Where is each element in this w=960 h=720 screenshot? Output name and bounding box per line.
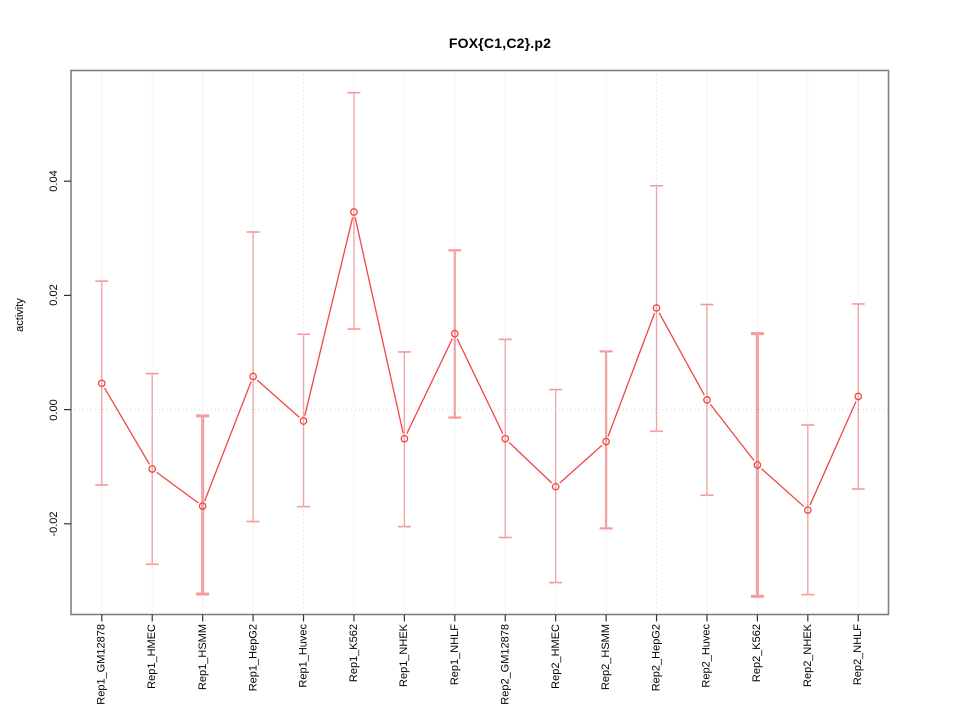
data-point	[350, 208, 358, 216]
data-point	[400, 434, 409, 443]
series-segment	[761, 468, 805, 507]
x-tick-label-text: Rep1_GM12878	[95, 624, 108, 705]
x-tick-label-text: Rep1_K562	[347, 624, 360, 683]
data-point	[299, 417, 308, 425]
x-tick-label-text: Rep1_HepG2	[247, 624, 260, 692]
data-point	[148, 465, 157, 473]
x-tick-label-text: Rep2_NHEK	[801, 624, 814, 687]
data-point	[652, 304, 661, 312]
x-tick-label-text: Rep2_HSMM	[600, 624, 613, 691]
data-point	[803, 506, 812, 514]
series-segment	[607, 312, 656, 437]
series-segment	[658, 312, 705, 396]
data-point	[602, 437, 610, 446]
series-segment	[354, 217, 404, 434]
series-segment	[809, 401, 857, 506]
plot-border	[70, 69, 890, 616]
x-tick-label-text: Rep1_HMEC	[146, 624, 159, 689]
x-tick-label-text: Rep2_HepG2	[650, 624, 663, 692]
chart-title: FOX{C1,C2}.p2	[448, 35, 552, 51]
data-point	[450, 329, 459, 338]
data-point	[854, 392, 863, 401]
series-segment	[256, 379, 300, 418]
series-segment	[709, 403, 755, 462]
series-segment	[508, 442, 553, 484]
y-tick-label-text: 0.02	[48, 284, 60, 307]
gridlines	[71, 70, 889, 615]
data-point	[501, 434, 510, 443]
x-tick-label-text: Rep1_HSMM	[196, 624, 209, 691]
data-point	[198, 502, 207, 510]
series-segment	[406, 338, 454, 435]
x-tick-label-text: Rep2_K562	[751, 624, 764, 683]
axis-ticks	[64, 180, 859, 622]
x-tick-label-text: Rep2_HMEC	[549, 624, 562, 689]
series-segment	[559, 444, 603, 484]
series-segment	[104, 387, 150, 465]
series-segment	[204, 381, 252, 502]
series-segment	[156, 471, 199, 504]
x-tick-label-text: Rep2_Huvec	[700, 624, 713, 688]
x-tick-label-text: Rep2_NHLF	[852, 624, 865, 686]
error-bars	[95, 91, 865, 598]
data-point	[703, 396, 711, 404]
data-series	[97, 208, 863, 514]
x-tick-label-text: Rep1_NHLF	[448, 624, 461, 686]
x-tick-label-text: Rep2_GM12878	[499, 624, 512, 705]
x-tick-label-text: Rep1_NHEK	[398, 624, 411, 687]
y-axis-title-text: activity	[14, 298, 26, 332]
data-point	[753, 461, 762, 469]
y-tick-label-text: 0.04	[48, 170, 60, 192]
data-point	[249, 372, 257, 381]
data-point	[97, 379, 106, 388]
series-segment	[304, 217, 354, 416]
x-tick-label-text: Rep1_Huvec	[297, 624, 310, 688]
y-tick-label-text: 0.00	[48, 398, 60, 421]
series-segment	[456, 338, 504, 435]
data-point	[551, 482, 560, 491]
y-tick-label-text: -0.02	[48, 511, 60, 537]
